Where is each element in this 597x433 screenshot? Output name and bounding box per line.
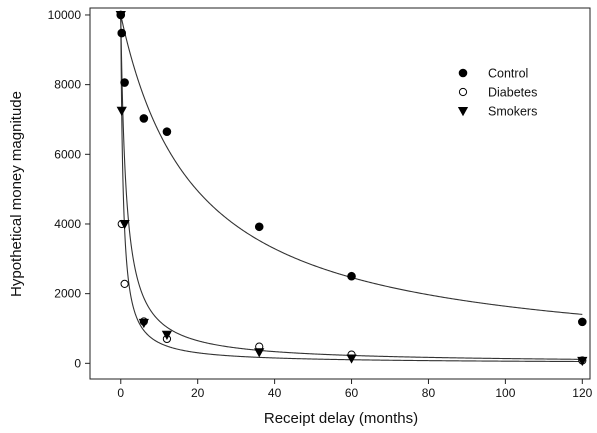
data-point-control	[117, 28, 127, 38]
legend-label-smokers: Smokers	[488, 105, 537, 119]
data-point-control	[162, 127, 172, 136]
data-point-smokers	[346, 354, 357, 364]
fit-curves	[120, 14, 583, 363]
y-tick-label: 10000	[48, 8, 82, 22]
data-point-smokers	[161, 330, 173, 340]
data-points	[115, 10, 588, 367]
y-tick-label: 0	[74, 356, 81, 370]
fit-curve-control	[120, 14, 583, 315]
legend: Control Diabetes Smokers	[457, 67, 537, 119]
x-tick-label: 40	[268, 386, 282, 400]
data-point-diabetes	[120, 279, 129, 288]
x-tick-label: 120	[572, 386, 592, 400]
data-point-control	[120, 78, 129, 87]
x-tick-label: 20	[191, 386, 205, 400]
legend-marker-control	[458, 68, 468, 78]
data-point-smokers	[254, 348, 265, 358]
x-axis: 0 20 40 60 80 100 120	[117, 379, 593, 400]
y-tick-label: 2000	[54, 287, 81, 301]
data-point-smokers	[138, 318, 149, 329]
legend-label-control: Control	[488, 67, 528, 81]
x-tick-label: 0	[117, 386, 124, 400]
legend-label-diabetes: Diabetes	[488, 86, 537, 100]
y-tick-label: 6000	[54, 147, 81, 161]
legend-marker-smokers	[457, 107, 469, 117]
x-tick-label: 100	[495, 386, 515, 400]
y-tick-label: 8000	[54, 78, 81, 92]
fit-curve-smokers	[120, 14, 583, 360]
data-point-smokers	[116, 106, 127, 116]
y-axis-label: Hypothetical money magnitude	[8, 91, 25, 297]
data-point-control	[139, 114, 149, 123]
data-point-control	[578, 317, 587, 327]
x-axis-label: Receipt delay (months)	[264, 410, 418, 427]
plot-frame	[89, 7, 591, 380]
y-axis: 0 2000 4000 6000 8000 10000	[48, 8, 90, 370]
data-point-control	[254, 222, 264, 232]
data-point-smokers	[119, 220, 130, 230]
x-tick-label: 80	[422, 386, 436, 400]
data-point-smokers	[577, 356, 588, 367]
legend-marker-diabetes	[458, 87, 468, 97]
data-point-smokers	[115, 10, 126, 21]
x-tick-label: 60	[345, 386, 359, 400]
fit-curve-diabetes	[120, 14, 583, 363]
data-point-control	[347, 271, 356, 281]
y-tick-label: 4000	[54, 217, 81, 231]
